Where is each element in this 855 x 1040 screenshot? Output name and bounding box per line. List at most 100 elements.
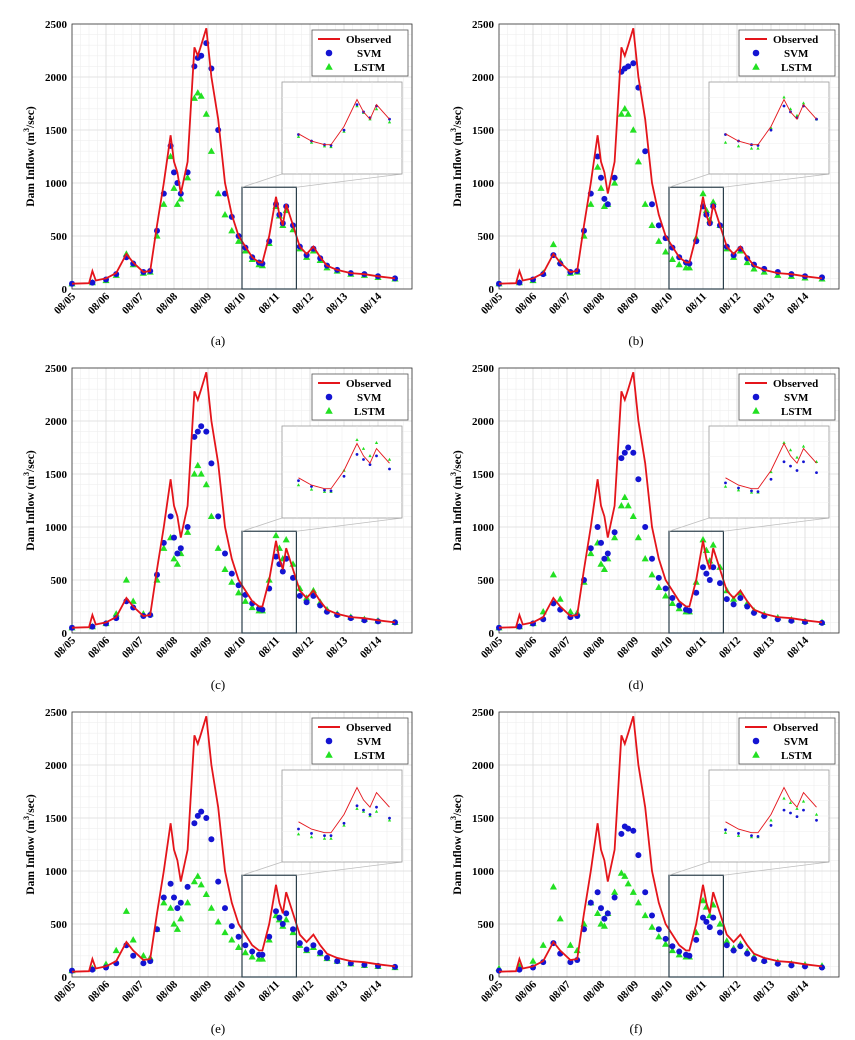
lstm-marker	[167, 152, 175, 160]
lstm-marker	[795, 113, 799, 117]
y-axis-label-superscript: 3	[449, 128, 458, 132]
lstm-marker	[788, 448, 793, 452]
lstm-marker	[160, 544, 168, 551]
x-tick-label: 08/14	[358, 634, 385, 661]
lstm-marker	[235, 588, 243, 596]
lstm-marker	[177, 195, 185, 202]
x-tick-label: 08/14	[358, 978, 385, 1005]
observed-line	[71, 715, 396, 973]
y-tick-label: 0	[62, 284, 68, 296]
lstm-marker	[368, 454, 372, 458]
lstm-marker	[795, 455, 799, 459]
svm-marker	[540, 271, 547, 278]
svm-marker	[297, 827, 300, 831]
lstm-marker	[374, 107, 379, 111]
y-tick-label: 2500	[45, 707, 68, 719]
series-group	[495, 371, 826, 631]
lstm-marker	[699, 189, 707, 197]
zoom-connector	[723, 517, 830, 532]
x-tick-label: 08/06	[513, 634, 540, 661]
lstm-marker	[587, 549, 595, 557]
svm-marker	[601, 915, 608, 922]
lstm-marker	[801, 444, 806, 448]
chart-panel-1: 0 500 1000 1500 2000 2500 08/05 08/06 08/07 08/08…	[427, 0, 854, 346]
legend-lstm-swatch	[752, 751, 760, 758]
lstm-marker	[782, 441, 786, 444]
legend-svm-swatch	[752, 49, 760, 57]
legend-label-lstm: LSTM	[781, 62, 813, 74]
zoom-connector	[668, 517, 710, 532]
lstm-marker	[194, 89, 202, 96]
x-tick-label: 08/09	[615, 634, 642, 661]
zoom-box	[668, 874, 725, 978]
panel-label: (f)	[629, 1021, 643, 1036]
legend: Observed SVM LSTM	[311, 29, 409, 77]
lstm-marker	[170, 555, 178, 562]
svm-marker	[203, 428, 210, 435]
lstm-marker	[170, 184, 178, 191]
svm-marker	[362, 458, 365, 461]
observed-line	[498, 715, 823, 973]
lstm-marker	[184, 899, 192, 906]
svm-marker	[329, 834, 333, 838]
legend-label-observed: Observed	[346, 722, 391, 734]
legend-label-svm: SVM	[784, 736, 809, 748]
x-tick-label: 08/11	[256, 635, 282, 661]
lstm-marker	[248, 953, 256, 960]
x-tick-label: 08/06	[86, 634, 113, 661]
legend-label-lstm: LSTM	[781, 406, 813, 418]
svm-marker	[69, 967, 75, 974]
svm-marker	[355, 453, 359, 456]
svm-marker	[208, 836, 215, 843]
y-axis-label-superscript: 3	[22, 472, 31, 476]
x-tick-label: 08/10	[222, 290, 249, 317]
panel-label: (e)	[210, 1021, 226, 1036]
x-tick-label: 08/11	[683, 291, 709, 317]
x-tick-label: 08/09	[188, 290, 215, 317]
svm-marker	[703, 918, 710, 925]
svm-marker	[266, 933, 273, 940]
svm-marker	[618, 830, 625, 837]
observed-line	[725, 442, 817, 490]
lstm-marker	[241, 597, 249, 604]
chart-svg: 0 500 1000 1500 2000 2500 08/05 08/06 08/07 08/08…	[22, 363, 413, 661]
lstm-marker	[629, 512, 637, 520]
legend-label-observed: Observed	[773, 34, 818, 46]
legend: Observed SVM LSTM	[311, 373, 409, 421]
series-group	[68, 371, 399, 631]
svm-marker	[362, 808, 365, 812]
observed-line	[498, 371, 823, 629]
x-tick-label: 08/12	[717, 978, 744, 1005]
svm-marker	[368, 813, 372, 816]
svm-marker	[655, 222, 662, 229]
svm-marker	[662, 585, 669, 592]
lstm-marker	[629, 126, 637, 133]
observed-line	[298, 442, 390, 490]
lstm-marker	[723, 140, 728, 144]
svm-marker	[737, 943, 744, 950]
svm-marker	[130, 952, 137, 959]
svm-marker	[625, 63, 632, 70]
svm-marker	[174, 905, 181, 912]
lstm-marker	[736, 144, 741, 148]
svm-marker	[642, 148, 649, 155]
lstm-marker	[788, 801, 793, 805]
svm-marker	[598, 174, 604, 181]
svm-marker	[706, 577, 713, 583]
y-tick-label: 2500	[45, 19, 68, 31]
y-tick-label: 2000	[472, 416, 495, 428]
lstm-marker	[173, 560, 181, 567]
svm-marker	[198, 808, 205, 815]
y-tick-label: 1500	[472, 813, 495, 825]
lstm-marker	[641, 555, 649, 562]
svm-marker	[756, 490, 760, 494]
chart-panel-0: 0 500 1000 1500 2000 2500 08/05 08/06 08/07 08/08…	[0, 0, 427, 346]
lstm-marker	[549, 883, 557, 890]
lstm-marker	[624, 502, 632, 509]
svm-marker	[601, 195, 608, 202]
lstm-marker	[587, 200, 595, 207]
svm-marker	[160, 894, 167, 901]
svm-marker	[750, 834, 753, 838]
lstm-marker	[617, 502, 625, 509]
y-tick-label: 2500	[472, 363, 495, 375]
